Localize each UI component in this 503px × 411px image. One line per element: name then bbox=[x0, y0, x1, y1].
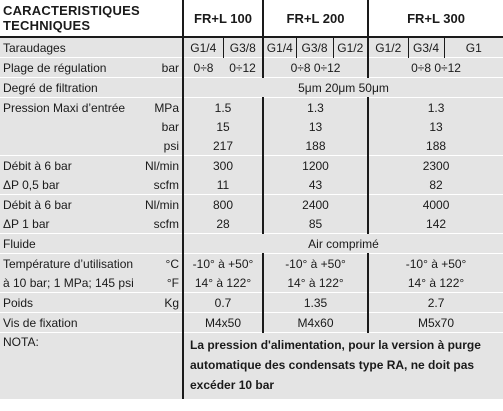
unit-label: bar bbox=[161, 60, 179, 75]
cell: 0÷12 bbox=[223, 57, 263, 78]
row-vis: Vis de fixation M4x50 M4x60 M5x70 bbox=[0, 312, 503, 333]
row-label: Taraudages bbox=[0, 37, 183, 58]
cell: -10° à +50° bbox=[261, 253, 369, 273]
cell: G3/8 bbox=[295, 37, 333, 58]
cell: 4000 bbox=[367, 194, 503, 214]
row-pression-mpa: Pression Maxi d’entrée MPa 1.5 1.3 1.3 bbox=[0, 97, 503, 117]
cell: -10° à +50° bbox=[367, 253, 503, 273]
spec-table: CARACTERISTIQUES TECHNIQUES FR+L 100 FR+… bbox=[0, 0, 503, 399]
cell: 2400 bbox=[261, 194, 369, 214]
cell: 14° à 122° bbox=[261, 273, 369, 293]
row-label: Température d’utilisation bbox=[3, 256, 134, 271]
cell: 82 bbox=[367, 175, 503, 195]
cell: 85 bbox=[261, 214, 369, 234]
cell: G1/4 bbox=[182, 37, 223, 58]
nota-text: La pression d'alimentation, pour la vers… bbox=[181, 332, 503, 399]
cell: 14° à 122° bbox=[367, 273, 503, 293]
cell: 1.35 bbox=[261, 292, 369, 313]
row-label: Degré de filtration bbox=[0, 77, 183, 98]
unit-label: Nl/min bbox=[144, 158, 179, 173]
col-header-frl100: FR+L 100 bbox=[182, 0, 263, 38]
cell: 0.7 bbox=[182, 292, 263, 313]
row-filtration: Degré de filtration 5μm 20μm 50μm bbox=[0, 77, 503, 98]
cell: M4x60 bbox=[261, 312, 369, 333]
cell: G3/4 bbox=[407, 37, 445, 58]
col-header-frl200: FR+L 200 bbox=[261, 0, 369, 38]
cell: 1.5 bbox=[182, 97, 263, 117]
unit-label: °F bbox=[166, 275, 179, 290]
row-pression-bar: bar 15 13 13 bbox=[0, 117, 503, 136]
title-line-1: CARACTERISTIQUES bbox=[3, 3, 140, 18]
cell: M4x50 bbox=[182, 312, 263, 333]
cell: 142 bbox=[367, 214, 503, 234]
title-line-2: TECHNIQUES bbox=[3, 18, 91, 33]
row-fluide: Fluide Air comprimé bbox=[0, 233, 503, 254]
cell: Air comprimé bbox=[181, 233, 503, 254]
cell: 800 bbox=[182, 194, 263, 214]
row-label: Plage de régulation bbox=[3, 60, 107, 75]
cell: 300 bbox=[182, 155, 263, 175]
header-row: CARACTERISTIQUES TECHNIQUES FR+L 100 FR+… bbox=[0, 0, 503, 38]
cell: 0÷8 0÷12 bbox=[261, 57, 369, 78]
row-temp-c: Température d’utilisation °C -10° à +50° … bbox=[0, 253, 503, 273]
cell: 43 bbox=[261, 175, 369, 195]
cell: 1.3 bbox=[261, 97, 369, 117]
row-pression-psi: psi 217 188 188 bbox=[0, 136, 503, 156]
row-label: Vis de fixation bbox=[0, 312, 183, 333]
row-label: à 10 bar; 1 MPa; 145 psi bbox=[3, 275, 134, 290]
cell: 14° à 122° bbox=[182, 273, 263, 293]
row-dp-05: ΔP 0,5 bar scfm 11 43 82 bbox=[0, 175, 503, 195]
row-debit-2: Débit à 6 bar Nl/min 800 2400 4000 bbox=[0, 194, 503, 214]
unit-label: psi bbox=[163, 138, 179, 153]
unit-label: Kg bbox=[164, 295, 179, 310]
row-taraudages: Taraudages G1/4 G3/8 G1/4 G3/8 G1/2 G1/2… bbox=[0, 37, 503, 58]
cell: 13 bbox=[261, 117, 369, 136]
row-debit-1: Débit à 6 bar Nl/min 300 1200 2300 bbox=[0, 155, 503, 175]
unit-label: Nl/min bbox=[144, 197, 179, 212]
cell: 2.7 bbox=[367, 292, 503, 313]
row-label: Débit à 6 bar bbox=[3, 197, 72, 212]
cell: 217 bbox=[182, 136, 263, 156]
cell: 28 bbox=[182, 214, 263, 234]
unit-label: scfm bbox=[153, 177, 179, 192]
cell: 11 bbox=[182, 175, 263, 195]
cell: 188 bbox=[261, 136, 369, 156]
cell: 2300 bbox=[367, 155, 503, 175]
cell: G1/2 bbox=[332, 37, 369, 58]
table-title: CARACTERISTIQUES TECHNIQUES bbox=[0, 0, 183, 38]
cell: 1.3 bbox=[367, 97, 503, 117]
col-header-frl300: FR+L 300 bbox=[367, 0, 503, 38]
cell: -10° à +50° bbox=[182, 253, 263, 273]
cell: 1200 bbox=[261, 155, 369, 175]
unit-label: scfm bbox=[153, 216, 179, 231]
unit-label: °C bbox=[165, 256, 179, 271]
cell: G1/4 bbox=[262, 37, 296, 58]
row-plage: Plage de régulation bar 0÷8 0÷12 0÷8 0÷12… bbox=[0, 57, 503, 78]
cell: 15 bbox=[182, 117, 263, 136]
row-label: ΔP 1 bar bbox=[3, 216, 50, 231]
cell: G3/8 bbox=[222, 37, 263, 58]
row-temp-f: à 10 bar; 1 MPa; 145 psi °F 14° à 122° 14… bbox=[0, 273, 503, 293]
row-nota: NOTA: La pression d'alimentation, pour l… bbox=[0, 332, 503, 399]
cell: 0÷8 0÷12 bbox=[367, 57, 503, 78]
cell: G1 bbox=[443, 37, 503, 58]
row-label: ΔP 0,5 bar bbox=[3, 177, 60, 192]
row-label: Poids bbox=[3, 295, 34, 310]
cell: 0÷8 bbox=[182, 57, 223, 78]
cell: 188 bbox=[367, 136, 503, 156]
row-label: Fluide bbox=[0, 233, 183, 254]
row-label: NOTA: bbox=[0, 332, 183, 399]
row-dp-1: ΔP 1 bar scfm 28 85 142 bbox=[0, 214, 503, 234]
cell: G1/2 bbox=[367, 37, 409, 58]
unit-label: MPa bbox=[154, 100, 179, 115]
row-poids: Poids Kg 0.7 1.35 2.7 bbox=[0, 292, 503, 313]
unit-label: bar bbox=[161, 119, 179, 134]
row-label: Débit à 6 bar bbox=[3, 158, 72, 173]
cell: 13 bbox=[367, 117, 503, 136]
cell: M5x70 bbox=[367, 312, 503, 333]
row-label: Pression Maxi d’entrée bbox=[3, 100, 126, 115]
cell: 5μm 20μm 50μm bbox=[181, 77, 503, 98]
